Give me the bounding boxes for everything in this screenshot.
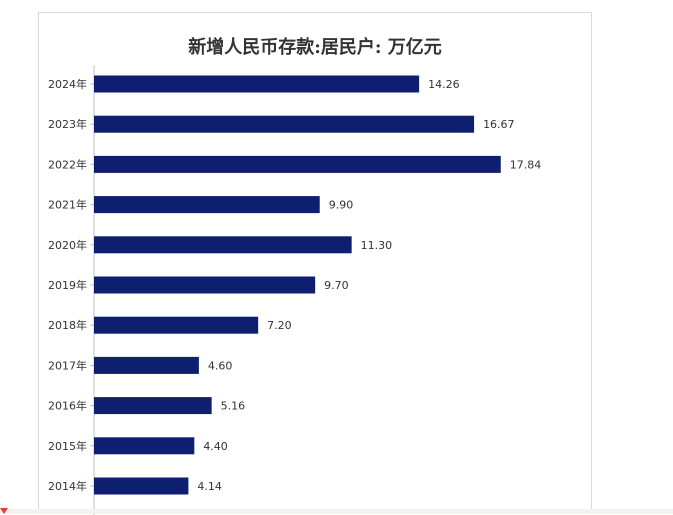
data-label: 11.30 (361, 239, 393, 252)
category-label: 2018年 (48, 318, 87, 332)
category-label: 2023年 (48, 117, 87, 131)
category-label: 2021年 (48, 198, 87, 212)
bar (94, 115, 475, 133)
bar (94, 316, 259, 334)
chart-panel: 新增人民币存款:居民户: 万亿元 2024年 14.26 2023年 16.67 202… (38, 12, 592, 515)
bar (94, 236, 352, 254)
corner-marker-icon (0, 508, 8, 514)
bar (94, 75, 420, 93)
bar (94, 477, 189, 495)
category-label: 2017年 (48, 358, 87, 372)
bar (94, 397, 212, 415)
chart-title: 新增人民币存款:居民户: 万亿元 (188, 37, 442, 58)
data-label: 7.20 (267, 319, 292, 332)
bottom-strip (0, 509, 673, 514)
category-label: 2015年 (48, 439, 87, 453)
data-label: 16.67 (483, 118, 515, 131)
category-label: 2016年 (48, 399, 87, 413)
bar-chart: 2024年 14.26 2023年 16.67 2022年 17.84 2021年 9.90 2… (48, 65, 542, 515)
category-label: 2024年 (48, 77, 87, 91)
bar (94, 276, 316, 294)
category-label: 2019年 (48, 278, 87, 292)
data-label: 14.26 (428, 78, 460, 91)
data-label: 4.40 (203, 440, 228, 453)
data-label: 9.70 (324, 279, 349, 292)
bar (94, 356, 199, 374)
category-label: 2014年 (48, 479, 87, 493)
category-label: 2022年 (48, 157, 87, 171)
category-label: 2020年 (48, 238, 87, 252)
bar (94, 196, 320, 214)
data-label: 4.14 (197, 480, 222, 493)
bar (94, 155, 501, 173)
bar (94, 437, 195, 455)
data-label: 4.60 (208, 359, 233, 372)
data-label: 17.84 (510, 158, 542, 171)
data-label: 5.16 (221, 400, 246, 413)
data-label: 9.90 (329, 199, 354, 212)
